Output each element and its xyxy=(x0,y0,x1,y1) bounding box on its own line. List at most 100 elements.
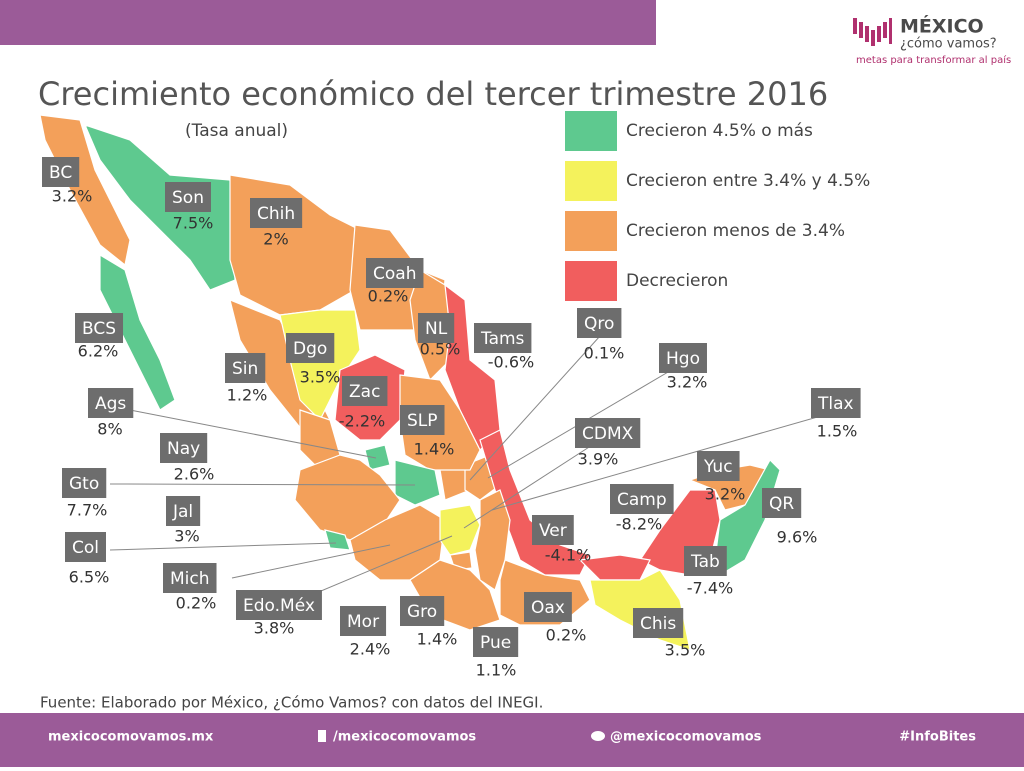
state-shape xyxy=(439,504,481,556)
state-labels: BC 3.2% Son 7.5% Chih 2% Coah 0.2% BCS 6.2% Sin 1.2… xyxy=(42,157,861,680)
state-value: 2.4% xyxy=(350,640,391,659)
state-abbr: Edo.Méx xyxy=(243,596,315,616)
state-value: 2% xyxy=(263,230,288,249)
label-box xyxy=(762,488,802,518)
label-box xyxy=(250,198,303,228)
state-shape xyxy=(394,459,441,506)
state-abbr: Yuc xyxy=(703,457,733,477)
legend-swatch xyxy=(565,261,617,301)
state-value: 3.8% xyxy=(254,619,295,638)
state-abbr: Mor xyxy=(347,612,379,632)
legend-label: Decrecieron xyxy=(626,271,728,291)
label-box xyxy=(42,157,80,187)
state-value: 3% xyxy=(174,527,199,546)
state-value: 3.2% xyxy=(667,373,708,392)
state-value: 0.2% xyxy=(546,626,587,645)
state-value: 2.6% xyxy=(174,465,215,484)
state-shape xyxy=(39,114,131,267)
label-box xyxy=(88,388,134,418)
label-box xyxy=(366,258,424,288)
label-box xyxy=(610,484,674,514)
state-value: 3.5% xyxy=(300,368,341,387)
state-value: 0.2% xyxy=(176,594,217,613)
label-box xyxy=(236,590,322,620)
state-abbr: Nay xyxy=(167,439,200,459)
state-abbr: NL xyxy=(425,319,448,339)
state-value: 3.2% xyxy=(52,187,93,206)
state-value: 7.5% xyxy=(173,214,214,233)
state-value: 1.4% xyxy=(414,440,455,459)
state-value: 0.5% xyxy=(420,340,461,359)
label-box xyxy=(532,515,574,545)
legend: Crecieron 4.5% o más Crecieron entre 3.4%… xyxy=(565,111,870,301)
label-box xyxy=(400,596,445,626)
label-box xyxy=(659,343,707,373)
state-abbr: Hgo xyxy=(666,349,700,369)
label-box xyxy=(160,433,208,463)
state-value: -8.2% xyxy=(616,515,662,534)
state-value: 8% xyxy=(97,420,122,439)
state-value: 3.9% xyxy=(578,450,619,469)
state-abbr: QR xyxy=(769,494,794,514)
state-shape xyxy=(578,554,651,581)
state-abbr: Oax xyxy=(531,598,565,618)
label-box xyxy=(75,313,124,343)
state-abbr: Gro xyxy=(407,602,437,622)
label-box xyxy=(340,606,387,636)
state-abbr: Mich xyxy=(170,569,210,589)
label-box xyxy=(473,627,519,657)
footer-hashtag: #InfoBites xyxy=(899,730,976,745)
state-abbr: Gto xyxy=(69,474,99,494)
state-value: 1.1% xyxy=(476,661,517,680)
label-box xyxy=(474,323,532,353)
state-abbr: BC xyxy=(49,163,72,183)
state-value: 1.4% xyxy=(417,630,458,649)
state-abbr: Camp xyxy=(617,490,667,510)
title: Crecimiento económico del tercer trimest… xyxy=(38,75,828,113)
state-abbr: CDMX xyxy=(582,424,634,444)
state-value: -4.1% xyxy=(545,546,591,565)
state-shape xyxy=(364,444,391,471)
legend-label: Crecieron 4.5% o más xyxy=(626,121,813,141)
label-box xyxy=(342,376,388,406)
state-value: 6.2% xyxy=(78,342,119,361)
source: Fuente: Elaborado por México, ¿Cómo Vamo… xyxy=(40,694,543,712)
label-box xyxy=(400,405,445,435)
state-shape xyxy=(99,253,176,411)
legend-label: Crecieron entre 3.4% y 4.5% xyxy=(626,171,870,191)
state-value: 6.5% xyxy=(69,568,110,587)
footer-facebook: /mexicocomovamos xyxy=(333,730,476,745)
label-box xyxy=(697,451,740,481)
label-box xyxy=(65,532,106,562)
state-abbr: Zac xyxy=(349,382,380,402)
state-abbr: Pue xyxy=(480,633,511,653)
label-box xyxy=(577,308,622,338)
legend-swatch xyxy=(565,111,617,151)
state-abbr: Col xyxy=(72,538,99,558)
label-box xyxy=(811,388,861,418)
label-box xyxy=(575,418,641,448)
state-abbr: Tams xyxy=(480,329,525,349)
state-shape xyxy=(324,529,351,551)
state-abbr: Tlax xyxy=(817,394,854,414)
state-shape xyxy=(294,454,401,541)
label-box xyxy=(418,313,455,343)
label-box xyxy=(524,592,572,622)
logo-name: MÉXICO xyxy=(900,15,984,38)
legend-label: Crecieron menos de 3.4% xyxy=(626,221,845,241)
label-box xyxy=(166,496,201,526)
state-value: -7.4% xyxy=(687,579,733,598)
leader-lines xyxy=(109,335,836,605)
label-box xyxy=(165,182,211,212)
state-abbr: Dgo xyxy=(293,339,327,359)
state-abbr: Chis xyxy=(640,614,676,634)
state-abbr: BCS xyxy=(82,319,116,339)
state-shape xyxy=(83,124,236,291)
logo-icon xyxy=(853,18,892,46)
state-value: 1.2% xyxy=(227,386,268,405)
state-abbr: Qro xyxy=(584,314,614,334)
state-value: 0.1% xyxy=(584,344,625,363)
state-value: -0.6% xyxy=(488,353,534,372)
